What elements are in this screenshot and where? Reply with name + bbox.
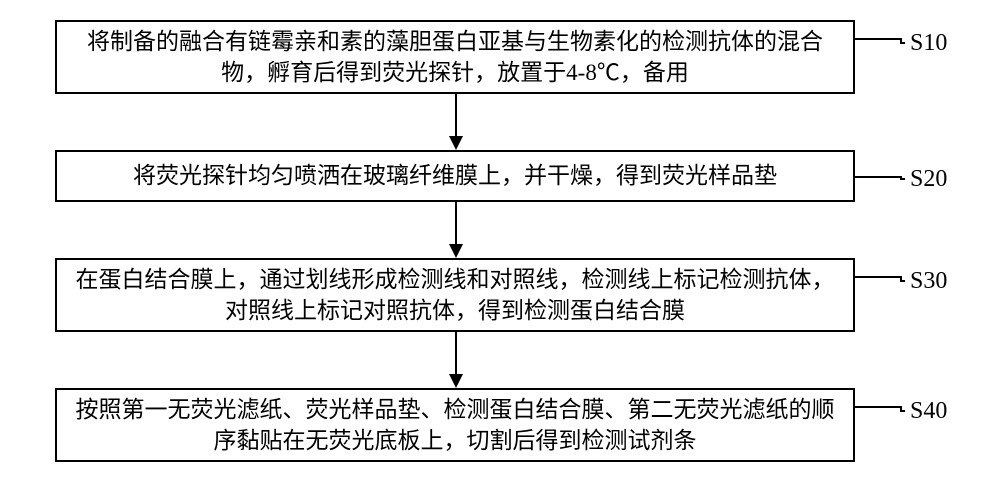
step-box-s10: 将制备的融合有链霉亲和素的藻胆蛋白亚基与生物素化的检测抗体的混合物，孵育后得到荧… <box>55 20 855 94</box>
leader-line <box>855 176 900 178</box>
step-text: 将制备的融合有链霉亲和素的藻胆蛋白亚基与生物素化的检测抗体的混合物，孵育后得到荧… <box>65 26 845 88</box>
leader-line <box>855 276 900 278</box>
arrow-line <box>455 202 457 244</box>
arrow-head-icon <box>449 136 463 150</box>
arrow-head-icon <box>449 374 463 388</box>
step-label-s30: S30 <box>910 268 947 295</box>
step-box-s30: 在蛋白结合膜上，通过划线形成检测线和对照线，检测线上标记检测抗体，对照线上标记对… <box>55 258 855 332</box>
arrow-head-icon <box>449 244 463 258</box>
leader-line <box>900 178 905 180</box>
step-text: 在蛋白结合膜上，通过划线形成检测线和对照线，检测线上标记检测抗体，对照线上标记对… <box>65 264 845 326</box>
step-text: 按照第一无荧光滤纸、荧光样品垫、检测蛋白结合膜、第二无荧光滤纸的顺序黏贴在无荧光… <box>65 394 845 456</box>
leader-line <box>900 42 905 44</box>
arrow-line <box>455 332 457 374</box>
step-box-s40: 按照第一无荧光滤纸、荧光样品垫、检测蛋白结合膜、第二无荧光滤纸的顺序黏贴在无荧光… <box>55 388 855 462</box>
step-text: 将荧光探针均匀喷洒在玻璃纤维膜上，并干燥，得到荧光样品垫 <box>133 160 777 191</box>
leader-line <box>900 410 905 412</box>
arrow-line <box>455 94 457 136</box>
step-label-s10: S10 <box>910 30 947 57</box>
leader-line <box>855 406 900 408</box>
leader-line <box>900 280 905 282</box>
step-label-s20: S20 <box>910 166 947 193</box>
step-box-s20: 将荧光探针均匀喷洒在玻璃纤维膜上，并干燥，得到荧光样品垫 <box>55 150 855 202</box>
flowchart-canvas: 将制备的融合有链霉亲和素的藻胆蛋白亚基与生物素化的检测抗体的混合物，孵育后得到荧… <box>0 0 1000 501</box>
step-label-s40: S40 <box>910 398 947 425</box>
leader-line <box>855 38 900 40</box>
